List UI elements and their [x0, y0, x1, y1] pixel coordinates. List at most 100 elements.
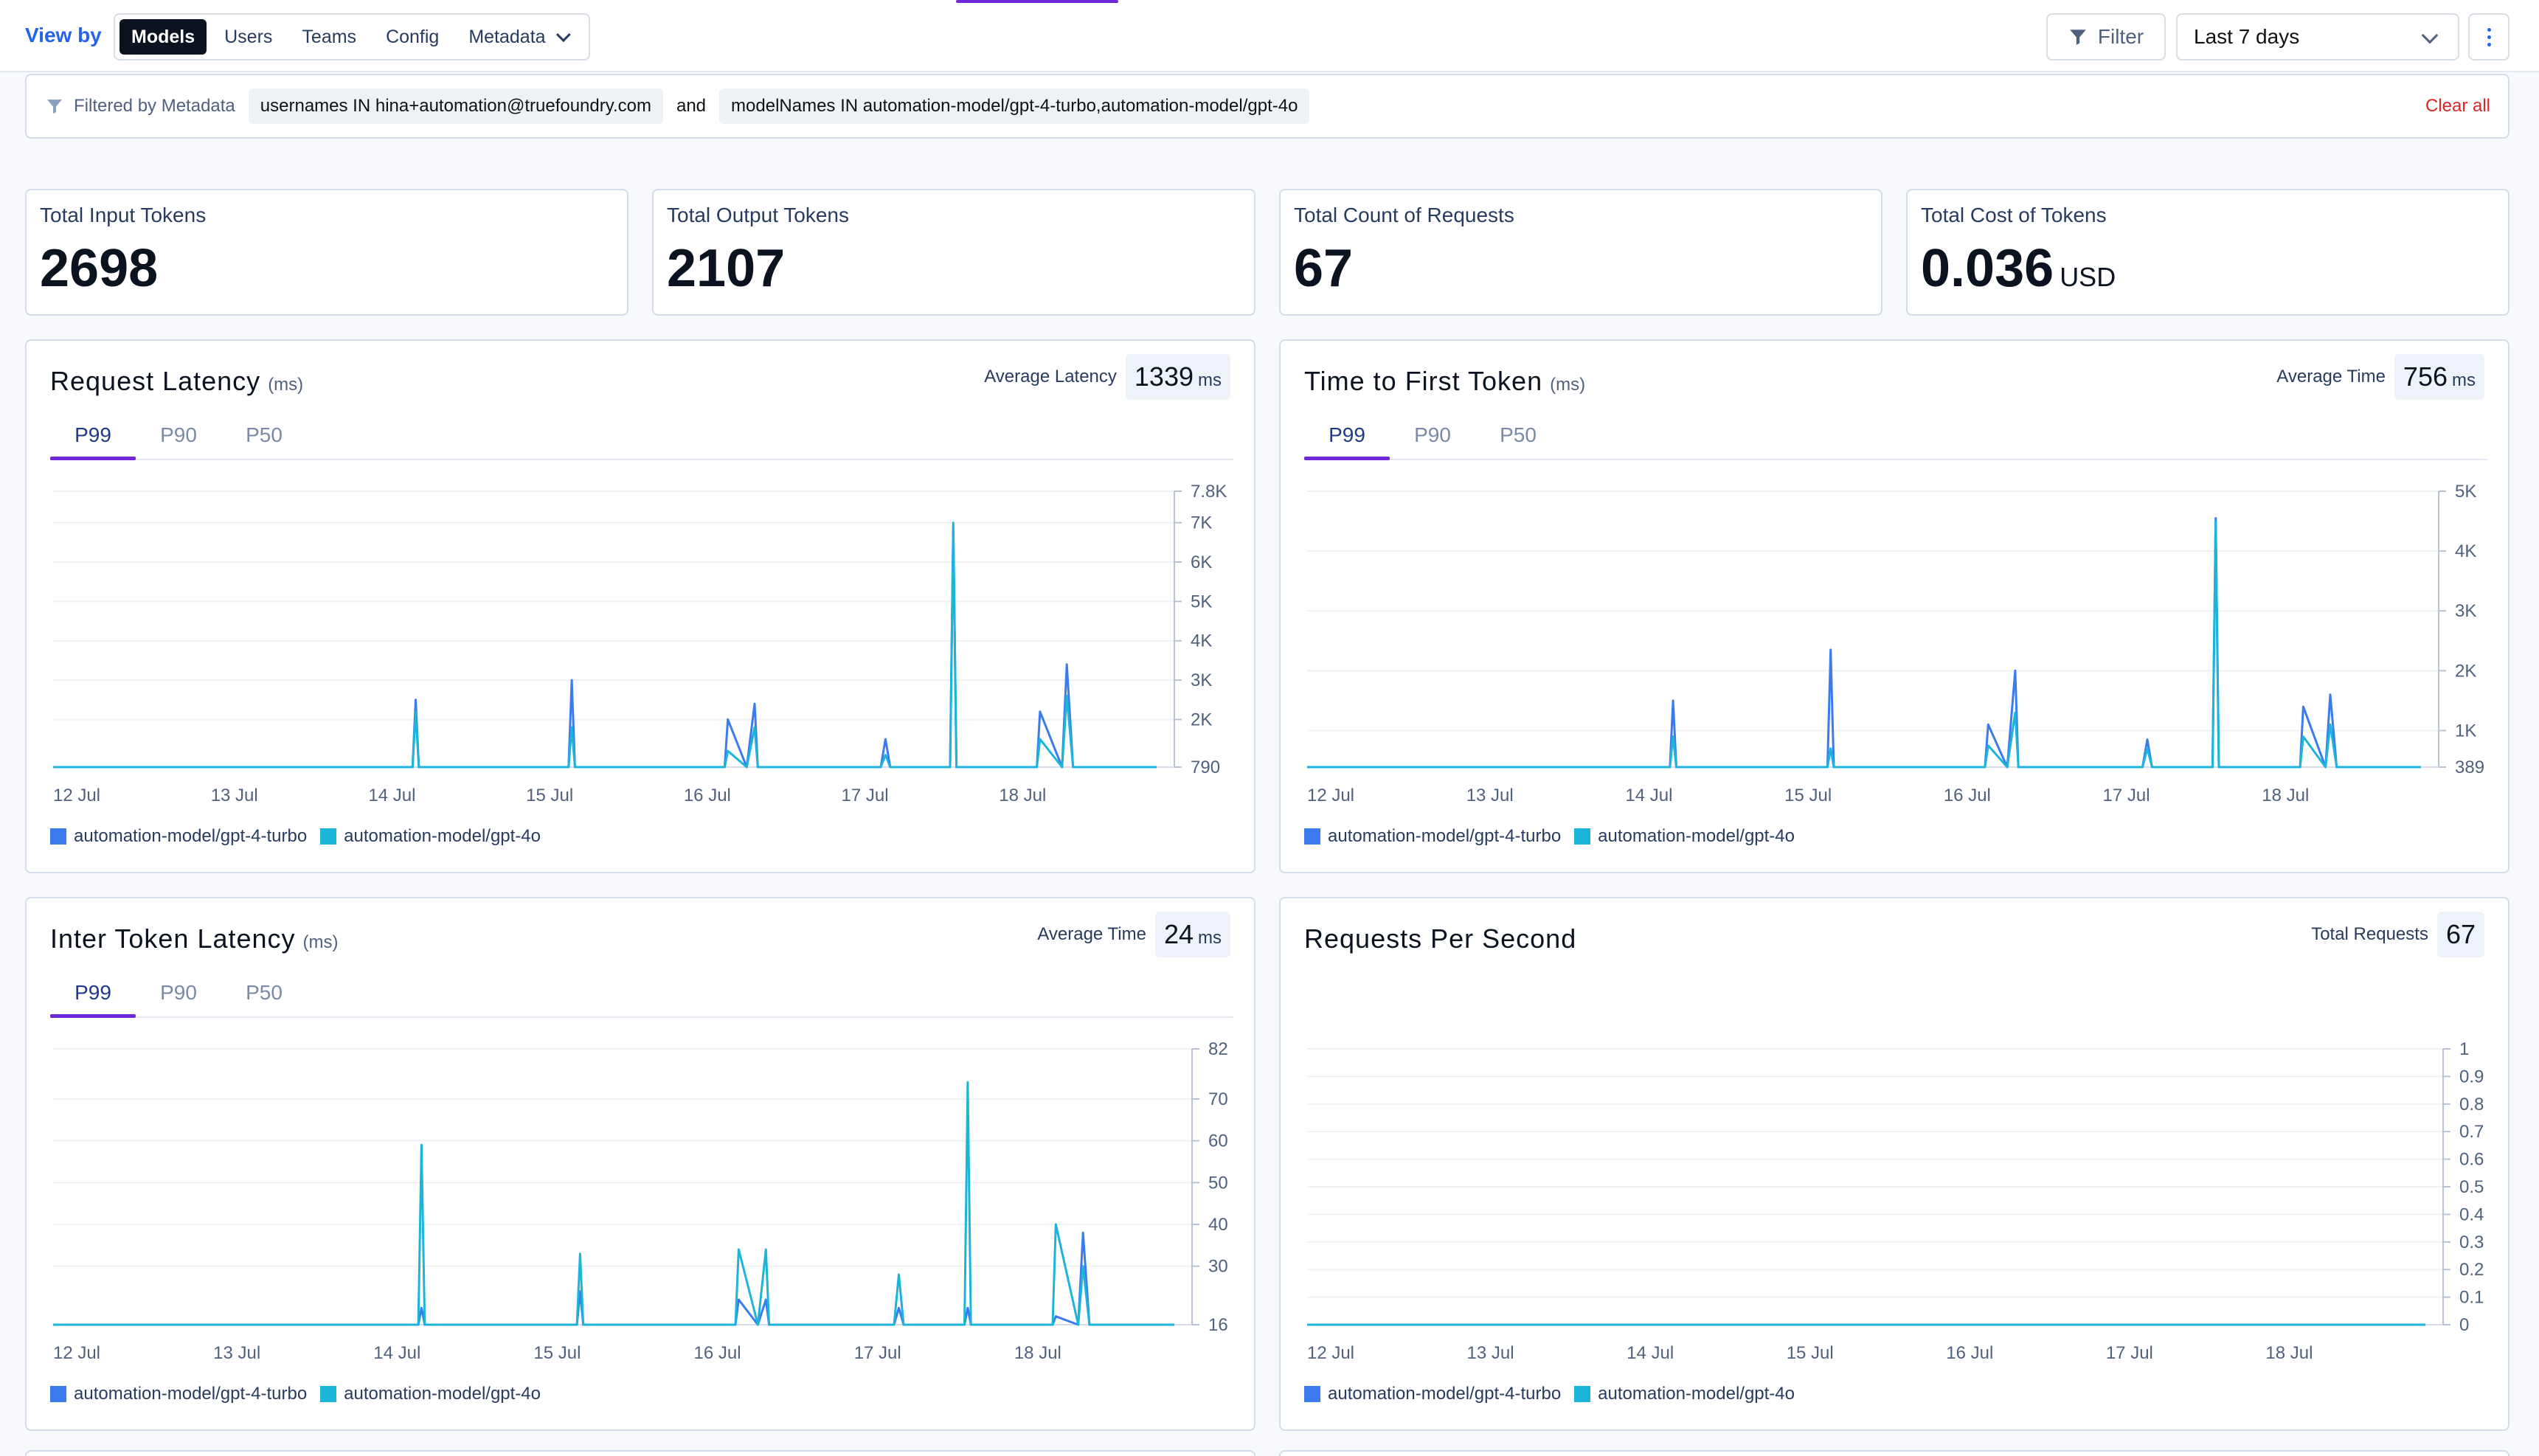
y-tick-label: 3K [1191, 670, 1212, 690]
stat-label: Total Input Tokens [40, 204, 207, 226]
segment-config-label: Config [386, 26, 440, 47]
chart-card-inter-token-latency: Inter Token Latency (ms) Average Time 24 m… [25, 897, 1255, 1431]
legend-swatch [320, 1386, 337, 1402]
x-tick-label: 15 Jul [526, 786, 573, 805]
stat-card-request-count: Total Count of Requests 67 [1279, 189, 1882, 316]
chart-legend: automation-model/gpt-4-turbo automation-… [50, 1384, 541, 1404]
x-tick-label: 18 Jul [2262, 786, 2309, 805]
y-tick-label: 5K [1191, 592, 1212, 611]
x-tick-label: 17 Jul [2103, 786, 2150, 805]
stat-label: Total Count of Requests [1294, 204, 1514, 226]
series-line-gpt-4o[interactable] [53, 1081, 1174, 1326]
segment-metadata[interactable]: Metadata [457, 19, 578, 55]
x-tick-label: 15 Jul [1784, 786, 1832, 805]
x-tick-label: 17 Jul [2106, 1343, 2153, 1363]
tab-p50[interactable]: P50 [1500, 423, 1537, 446]
legend-item-gpt-4o[interactable]: automation-model/gpt-4o [1574, 1384, 1795, 1404]
total-requests-label: Total Requests [2311, 924, 2428, 944]
x-tick-label: 14 Jul [368, 786, 415, 805]
series-line-gpt-4-turbo[interactable] [1307, 517, 2421, 769]
x-tick-label: 13 Jul [1466, 786, 1514, 805]
x-tick-label: 14 Jul [1625, 786, 1672, 805]
y-tick-label: 7K [1191, 513, 1212, 533]
tab-p50[interactable]: P50 [246, 981, 283, 1004]
next-card-edge [25, 1450, 1255, 1456]
tab-p50[interactable]: P50 [246, 423, 283, 446]
stat-value: 2698 [40, 239, 159, 298]
x-tick-label: 14 Jul [373, 1343, 420, 1363]
clear-all-button[interactable]: Clear all [2425, 96, 2490, 116]
legend-item-gpt-4-turbo[interactable]: automation-model/gpt-4-turbo [1304, 826, 1561, 847]
top-accent-line [956, 0, 1118, 3]
legend-item-gpt-4-turbo[interactable]: automation-model/gpt-4-turbo [1304, 1384, 1561, 1404]
time-range-select[interactable]: Last 7 days [2176, 13, 2459, 60]
x-tick-label: 12 Jul [53, 1343, 100, 1363]
legend-item-gpt-4-turbo[interactable]: automation-model/gpt-4-turbo [50, 1384, 307, 1404]
legend-swatch [1304, 828, 1320, 845]
tab-p90[interactable]: P90 [160, 423, 197, 446]
more-options-button[interactable] [2468, 13, 2509, 60]
stat-label: Total Output Tokens [667, 204, 849, 226]
x-tick-label: 16 Jul [694, 1343, 741, 1363]
chevron-down-icon [555, 27, 571, 43]
filtered-by-label: Filtered by Metadata [46, 96, 235, 117]
tab-p90[interactable]: P90 [1414, 423, 1451, 446]
view-by-label: View by [25, 24, 102, 46]
x-tick-label: 15 Jul [533, 1343, 581, 1363]
average-summary: Average Time 756 ms [2276, 354, 2484, 400]
tab-p99[interactable]: P99 [1304, 412, 1390, 460]
y-tick-label: 82 [1208, 1039, 1228, 1059]
filter-icon [2070, 30, 2086, 45]
segment-users[interactable]: Users [212, 19, 284, 55]
chart-title: Request Latency (ms) [50, 366, 304, 396]
y-tick-label: 4K [1191, 631, 1212, 651]
stat-value: 0.036 USD [1921, 239, 2116, 298]
x-tick-label: 12 Jul [1307, 1343, 1354, 1363]
y-tick-label: 2K [1191, 710, 1212, 729]
x-tick-label: 13 Jul [1467, 1343, 1514, 1363]
time-to-first-token-chart: 5K 4K 3K 2K 1K 389 12 Jul 13 Jul 14 Jul 15 Jul 16 … [1307, 482, 2484, 805]
y-tick-label: 0.4 [2459, 1204, 2484, 1224]
tab-p90[interactable]: P90 [160, 981, 197, 1004]
average-value-box: 1339 ms [1125, 354, 1230, 400]
x-tick-label: 15 Jul [1787, 1343, 1834, 1363]
segment-metadata-label: Metadata [468, 26, 546, 47]
filter-button[interactable]: Filter [2046, 13, 2166, 60]
y-tick-label: 1K [2455, 721, 2476, 741]
filter-chip-usernames[interactable]: usernames IN hina+automation@truefoundry… [248, 89, 663, 124]
y-tick-label: 0.7 [2459, 1122, 2484, 1142]
filter-chip-modelnames[interactable]: modelNames IN automation-model/gpt-4-tur… [719, 89, 1310, 124]
legend-item-gpt-4o[interactable]: automation-model/gpt-4o [1574, 826, 1795, 847]
y-tick-label: 7.8K [1191, 482, 1227, 502]
legend-item-gpt-4o[interactable]: automation-model/gpt-4o [320, 826, 541, 847]
segment-models[interactable]: Models [119, 19, 207, 55]
tab-p99[interactable]: P99 [50, 412, 136, 460]
chart-card-time-to-first-token: Time to First Token (ms) Average Time 756… [1279, 339, 2509, 873]
tab-p99[interactable]: P99 [50, 969, 136, 1018]
x-tick-label: 16 Jul [1946, 1343, 1993, 1363]
average-value-box: 756 ms [2394, 354, 2484, 400]
legend-swatch [50, 1386, 66, 1402]
inter-token-latency-chart: 82 70 60 50 40 30 16 12 Jul 13 Jul 14 Jul 15 Jul 16… [53, 1039, 1228, 1363]
x-tick-label: 18 Jul [999, 786, 1046, 805]
segment-users-label: Users [224, 26, 273, 47]
series-line-gpt-4-turbo[interactable] [53, 1231, 1174, 1326]
chart-title: Inter Token Latency (ms) [50, 923, 339, 954]
legend-item-gpt-4o[interactable]: automation-model/gpt-4o [320, 1384, 541, 1404]
total-requests-value-box: 67 [2436, 912, 2484, 957]
x-tick-label: 16 Jul [1944, 786, 1991, 805]
series-line-gpt-4o[interactable] [53, 521, 1157, 769]
segment-teams[interactable]: Teams [290, 19, 368, 55]
y-tick-label: 0 [2459, 1315, 2469, 1335]
y-tick-label: 1 [2459, 1039, 2469, 1059]
percentile-tabs: P99 P90 P50 [1304, 412, 2487, 460]
average-label: Average Time [2276, 367, 2386, 386]
chart-legend: automation-model/gpt-4-turbo automation-… [1304, 826, 1795, 847]
y-tick-label: 0.2 [2459, 1260, 2484, 1280]
series-line-gpt-4o[interactable] [1307, 520, 2421, 769]
segment-config[interactable]: Config [374, 19, 451, 55]
y-tick-label: 16 [1208, 1315, 1228, 1335]
stat-card-token-cost: Total Cost of Tokens 0.036 USD [1906, 189, 2509, 316]
legend-item-gpt-4-turbo[interactable]: automation-model/gpt-4-turbo [50, 826, 307, 847]
x-tick-label: 18 Jul [2265, 1343, 2313, 1363]
